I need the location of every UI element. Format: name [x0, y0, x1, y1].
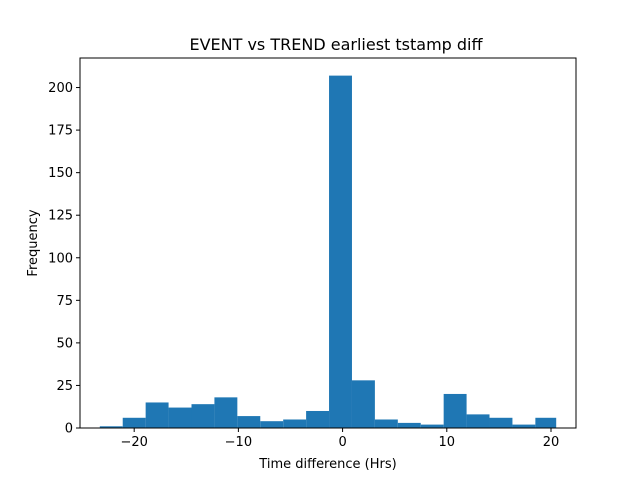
histogram-bar — [374, 419, 398, 428]
histogram-bar — [145, 402, 169, 428]
y-tick-label: 0 — [65, 422, 73, 437]
histogram-bar — [443, 393, 467, 428]
chart-title: EVENT vs TREND earliest tstamp diff — [189, 35, 483, 54]
y-tick-label: 50 — [56, 336, 73, 351]
y-tick-label: 150 — [48, 166, 73, 181]
histogram-bar — [237, 416, 261, 428]
histogram-bar — [535, 417, 557, 428]
x-tick-label: 20 — [543, 435, 560, 450]
histogram-bar — [99, 426, 123, 428]
histogram-bar — [466, 414, 490, 428]
x-tick-label: 0 — [338, 435, 346, 450]
histogram-bar — [260, 421, 284, 428]
histogram-bar — [489, 417, 513, 428]
histogram-bar — [329, 75, 352, 428]
plot-frame — [79, 57, 577, 429]
y-tick-label: 25 — [56, 379, 73, 394]
y-tick-label: 100 — [48, 251, 73, 266]
x-axis-label: Time difference (Hrs) — [258, 457, 396, 472]
y-axis-label: Frequency — [26, 209, 41, 276]
histogram-bar — [168, 407, 192, 428]
y-tick-label: 175 — [48, 124, 73, 139]
histogram-bar — [122, 417, 146, 428]
bars-group — [99, 75, 557, 428]
histogram-bar — [420, 424, 444, 428]
histogram-bar — [397, 422, 421, 428]
y-tick-label: 75 — [56, 294, 73, 309]
histogram-bar — [512, 424, 536, 428]
x-tick-label: −10 — [225, 435, 252, 450]
histogram-bar — [351, 380, 375, 428]
y-tick-label: 125 — [48, 209, 73, 224]
x-tick-label: −20 — [120, 435, 147, 450]
y-axis: 0 25 50 75 100 125 150 175 200 — [48, 81, 80, 437]
histogram-bar — [214, 397, 238, 428]
histogram-bar — [283, 419, 307, 428]
histogram-bar — [306, 410, 330, 428]
x-tick-label: 10 — [439, 435, 456, 450]
y-tick-label: 200 — [48, 81, 73, 96]
histogram-bar — [191, 404, 215, 428]
x-axis: −20 −10 0 10 20 — [120, 428, 559, 450]
